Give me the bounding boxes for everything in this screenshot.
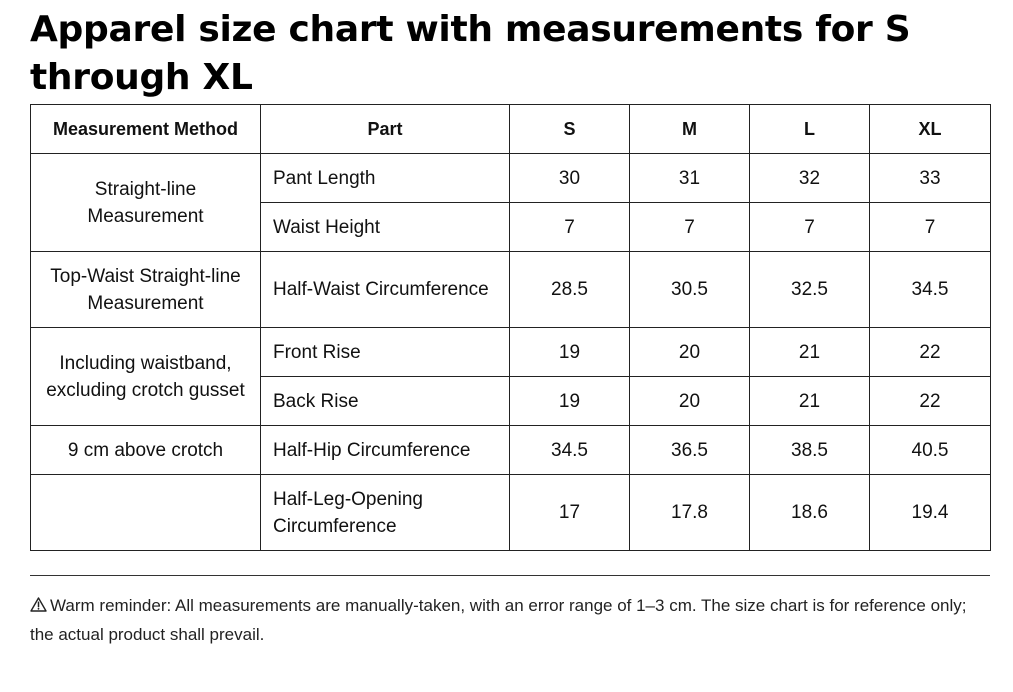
size-m-value: 30.5 [629,251,750,328]
size-xl-value: 19.4 [869,474,991,551]
measurement-method-cell: Including waistband, excluding crotch gu… [30,327,261,426]
warm-reminder: Warm reminder: All measurements are manu… [30,591,990,649]
size-m-value: 31 [629,153,750,203]
size-xl-value: 33 [869,153,991,203]
table-row: 9 cm above crotch Half-Hip Circumference… [30,425,991,475]
column-header-size-s: S [509,104,630,154]
part-cell: Back Rise [260,376,510,426]
part-cell: Waist Height [260,202,510,252]
column-header-measurement-method: Measurement Method [30,104,261,154]
table-row: Waist Height 7 7 7 7 [31,202,991,252]
measurement-method-cell [30,474,261,551]
size-m-value: 20 [629,327,750,377]
size-s-value: 28.5 [509,251,630,328]
size-s-value: 19 [509,327,630,377]
part-cell: Half-Waist Circumference [260,251,510,328]
size-m-value: 36.5 [629,425,750,475]
size-chart-page: Apparel size chart with measurements for… [30,0,991,644]
table-row: Straight-line Measurement Pant Length 30… [30,153,991,252]
size-xl-value: 22 [869,376,991,426]
size-l-value: 7 [749,202,870,252]
size-s-value: 34.5 [509,425,630,475]
table-row: Back Rise 19 20 21 22 [31,376,991,426]
measurement-method-cell: Top-Waist Straight-line Measurement [30,251,261,328]
table-row: Top-Waist Straight-line Measurement Half… [30,251,991,328]
size-xl-value: 22 [869,327,991,377]
size-l-value: 21 [749,376,870,426]
size-s-value: 30 [509,153,630,203]
size-l-value: 32.5 [749,251,870,328]
page-title: Apparel size chart with measurements for… [30,9,911,98]
table-row: Including waistband, excluding crotch gu… [30,327,991,426]
size-m-value: 20 [629,376,750,426]
size-m-value: 7 [629,202,750,252]
measurement-method-cell: Straight-line Measurement [30,153,261,252]
size-xl-value: 40.5 [869,425,991,475]
part-cell: Pant Length [260,153,510,203]
warning-triangle-icon [30,597,47,612]
size-l-value: 18.6 [749,474,870,551]
divider [30,575,990,576]
size-m-value: 17.8 [629,474,750,551]
part-cell: Half-Leg-Opening Circumference [260,474,510,551]
size-s-value: 19 [509,376,630,426]
size-s-value: 7 [509,202,630,252]
size-xl-value: 34.5 [869,251,991,328]
size-l-value: 32 [749,153,870,203]
column-header-size-xl: XL [869,104,991,154]
column-header-size-l: L [749,104,870,154]
column-header-size-m: M [629,104,750,154]
size-s-value: 17 [509,474,630,551]
size-chart-table: Measurement Method Part S M L XL Straigh… [30,104,991,551]
measurement-method-cell: 9 cm above crotch [30,425,261,475]
table-header-row: Measurement Method Part S M L XL [30,104,991,154]
size-xl-value: 7 [869,202,991,252]
part-cell: Front Rise [260,327,510,377]
column-header-part: Part [260,104,510,154]
size-l-value: 38.5 [749,425,870,475]
table-row: Half-Leg-Opening Circumference 17 17.8 1… [30,474,991,551]
part-cell: Half-Hip Circumference [260,425,510,475]
size-l-value: 21 [749,327,870,377]
reminder-text: Warm reminder: All measurements are manu… [30,596,967,644]
